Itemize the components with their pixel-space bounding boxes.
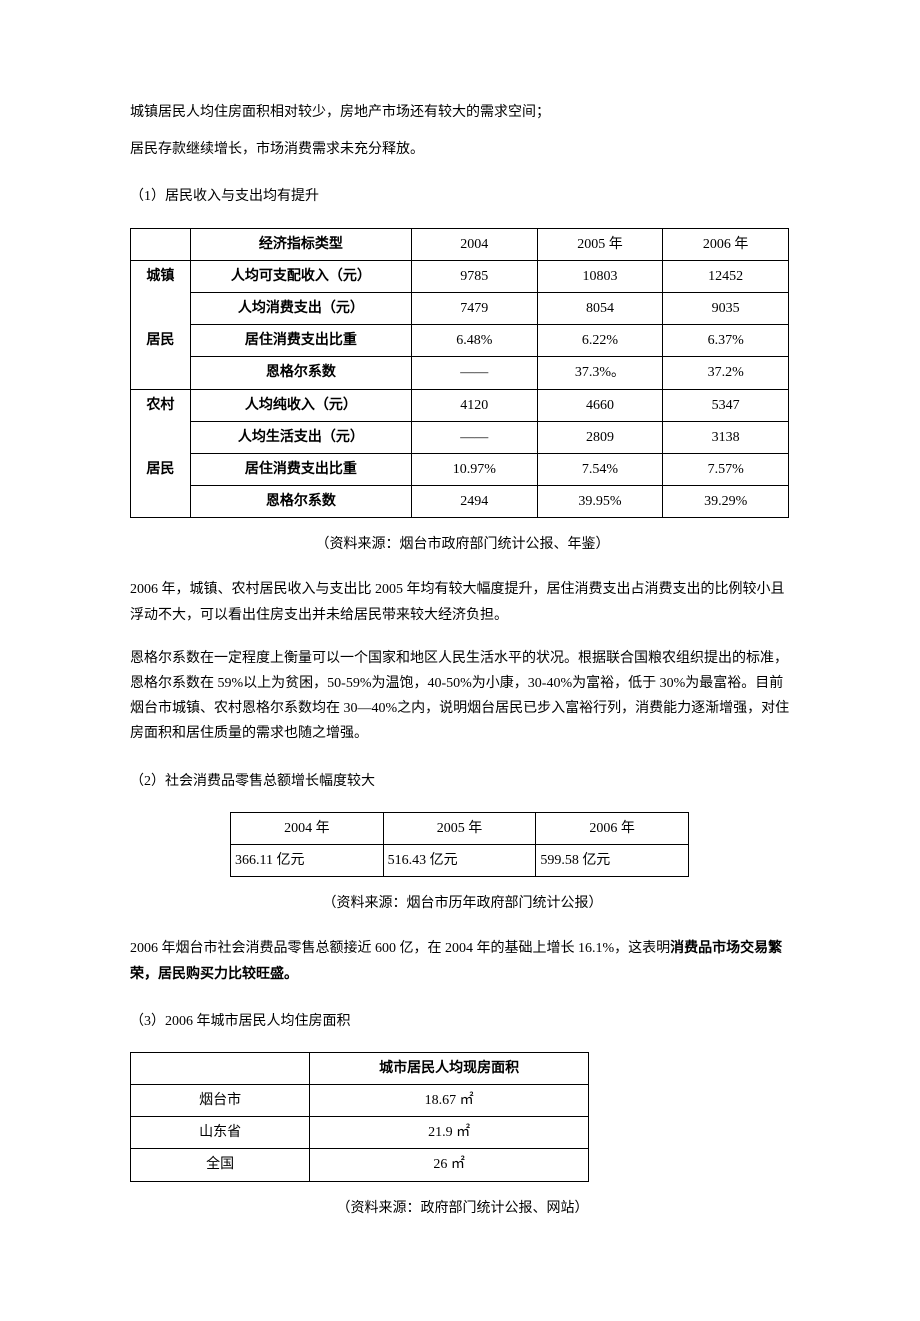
section3-title: （3）2006 年城市居民人均住房面积 <box>130 1009 795 1034</box>
row-indicator: 人均纯收入（元） <box>190 389 411 421</box>
urban-label-spacer <box>131 292 191 324</box>
rural-label-1: 农村 <box>131 389 191 421</box>
table-cell: 9785 <box>411 260 537 292</box>
retail-sales-table: 2004 年 2005 年 2006 年 366.11 亿元 516.43 亿元… <box>230 812 689 877</box>
rural-label-spacer <box>131 421 191 453</box>
table-cell: 7479 <box>411 292 537 324</box>
table3-region: 烟台市 <box>131 1085 310 1117</box>
section2-title: （2）社会消费品零售总额增长幅度较大 <box>130 769 795 794</box>
table-cell: 6.37% <box>663 325 789 357</box>
section2-source: （资料来源：烟台市历年政府部门统计公报） <box>130 891 795 916</box>
urban-label-spacer2 <box>131 357 191 389</box>
table-cell: 4660 <box>537 389 663 421</box>
table3-area: 18.67 ㎡ <box>310 1085 589 1117</box>
intro-line1: 城镇居民人均住房面积相对较少，房地产市场还有较大的需求空间； <box>130 100 795 125</box>
table2-cell: 599.58 亿元 <box>536 844 689 876</box>
table3-region: 全国 <box>131 1149 310 1181</box>
row-indicator: 恩格尔系数 <box>190 486 411 518</box>
table-cell: —— <box>411 421 537 453</box>
rural-label-2: 居民 <box>131 453 191 485</box>
section1-title: （1）居民收入与支出均有提升 <box>130 184 795 209</box>
table2-cell: 366.11 亿元 <box>231 844 384 876</box>
table3-header-area: 城市居民人均现房面积 <box>310 1052 589 1084</box>
table3-region: 山东省 <box>131 1117 310 1149</box>
table-cell: 39.95% <box>537 486 663 518</box>
urban-label-2: 居民 <box>131 325 191 357</box>
section1-source: （资料来源：烟台市政府部门统计公报、年鉴） <box>130 532 795 557</box>
table-cell: 7.54% <box>537 453 663 485</box>
table2-header-2005: 2005 年 <box>383 812 536 844</box>
intro-line2: 居民存款继续增长，市场消费需求未充分释放。 <box>130 137 795 162</box>
table-cell: 7.57% <box>663 453 789 485</box>
table-cell: 37.3%。 <box>537 357 663 389</box>
table2-header-2006: 2006 年 <box>536 812 689 844</box>
table1-blank-header <box>131 228 191 260</box>
table2-cell: 516.43 亿元 <box>383 844 536 876</box>
table-cell: 4120 <box>411 389 537 421</box>
table-cell: 8054 <box>537 292 663 324</box>
table1-header-2005: 2005 年 <box>537 228 663 260</box>
table3-area: 21.9 ㎡ <box>310 1117 589 1149</box>
income-expenditure-table: 经济指标类型 2004 2005 年 2006 年 城镇 人均可支配收入（元） … <box>130 228 789 519</box>
row-indicator: 恩格尔系数 <box>190 357 411 389</box>
table-cell: 10.97% <box>411 453 537 485</box>
table-cell: 5347 <box>663 389 789 421</box>
table3-blank-header <box>131 1052 310 1084</box>
urban-label-1: 城镇 <box>131 260 191 292</box>
rural-label-spacer2 <box>131 486 191 518</box>
section2-para1-a: 2006 年烟台市社会消费品零售总额接近 600 亿，在 2004 年的基础上增… <box>130 941 670 956</box>
section2-para1: 2006 年烟台市社会消费品零售总额接近 600 亿，在 2004 年的基础上增… <box>130 936 795 986</box>
table-cell: 3138 <box>663 421 789 453</box>
table-cell: 9035 <box>663 292 789 324</box>
row-indicator: 人均可支配收入（元） <box>190 260 411 292</box>
row-indicator: 人均消费支出（元） <box>190 292 411 324</box>
housing-area-table: 城市居民人均现房面积 烟台市 18.67 ㎡ 山东省 21.9 ㎡ 全国 26 … <box>130 1052 589 1182</box>
table-cell: 2809 <box>537 421 663 453</box>
table-cell: 6.48% <box>411 325 537 357</box>
table-cell: 39.29% <box>663 486 789 518</box>
table1-header-2006: 2006 年 <box>663 228 789 260</box>
section1-para2: 恩格尔系数在一定程度上衡量可以一个国家和地区人民生活水平的状况。根据联合国粮农组… <box>130 646 795 747</box>
table1-header-2004: 2004 <box>411 228 537 260</box>
table2-header-2004: 2004 年 <box>231 812 384 844</box>
table-cell: 6.22% <box>537 325 663 357</box>
table-cell: 12452 <box>663 260 789 292</box>
table-cell: 10803 <box>537 260 663 292</box>
row-indicator: 人均生活支出（元） <box>190 421 411 453</box>
table-cell: 2494 <box>411 486 537 518</box>
table3-area: 26 ㎡ <box>310 1149 589 1181</box>
table1-header-indicator: 经济指标类型 <box>190 228 411 260</box>
row-indicator: 居住消费支出比重 <box>190 453 411 485</box>
section3-source: （资料来源：政府部门统计公报、网站） <box>130 1196 795 1221</box>
row-indicator: 居住消费支出比重 <box>190 325 411 357</box>
table-cell: 37.2% <box>663 357 789 389</box>
section1-para1: 2006 年，城镇、农村居民收入与支出比 2005 年均有较大幅度提升，居住消费… <box>130 577 795 627</box>
table-cell: —— <box>411 357 537 389</box>
